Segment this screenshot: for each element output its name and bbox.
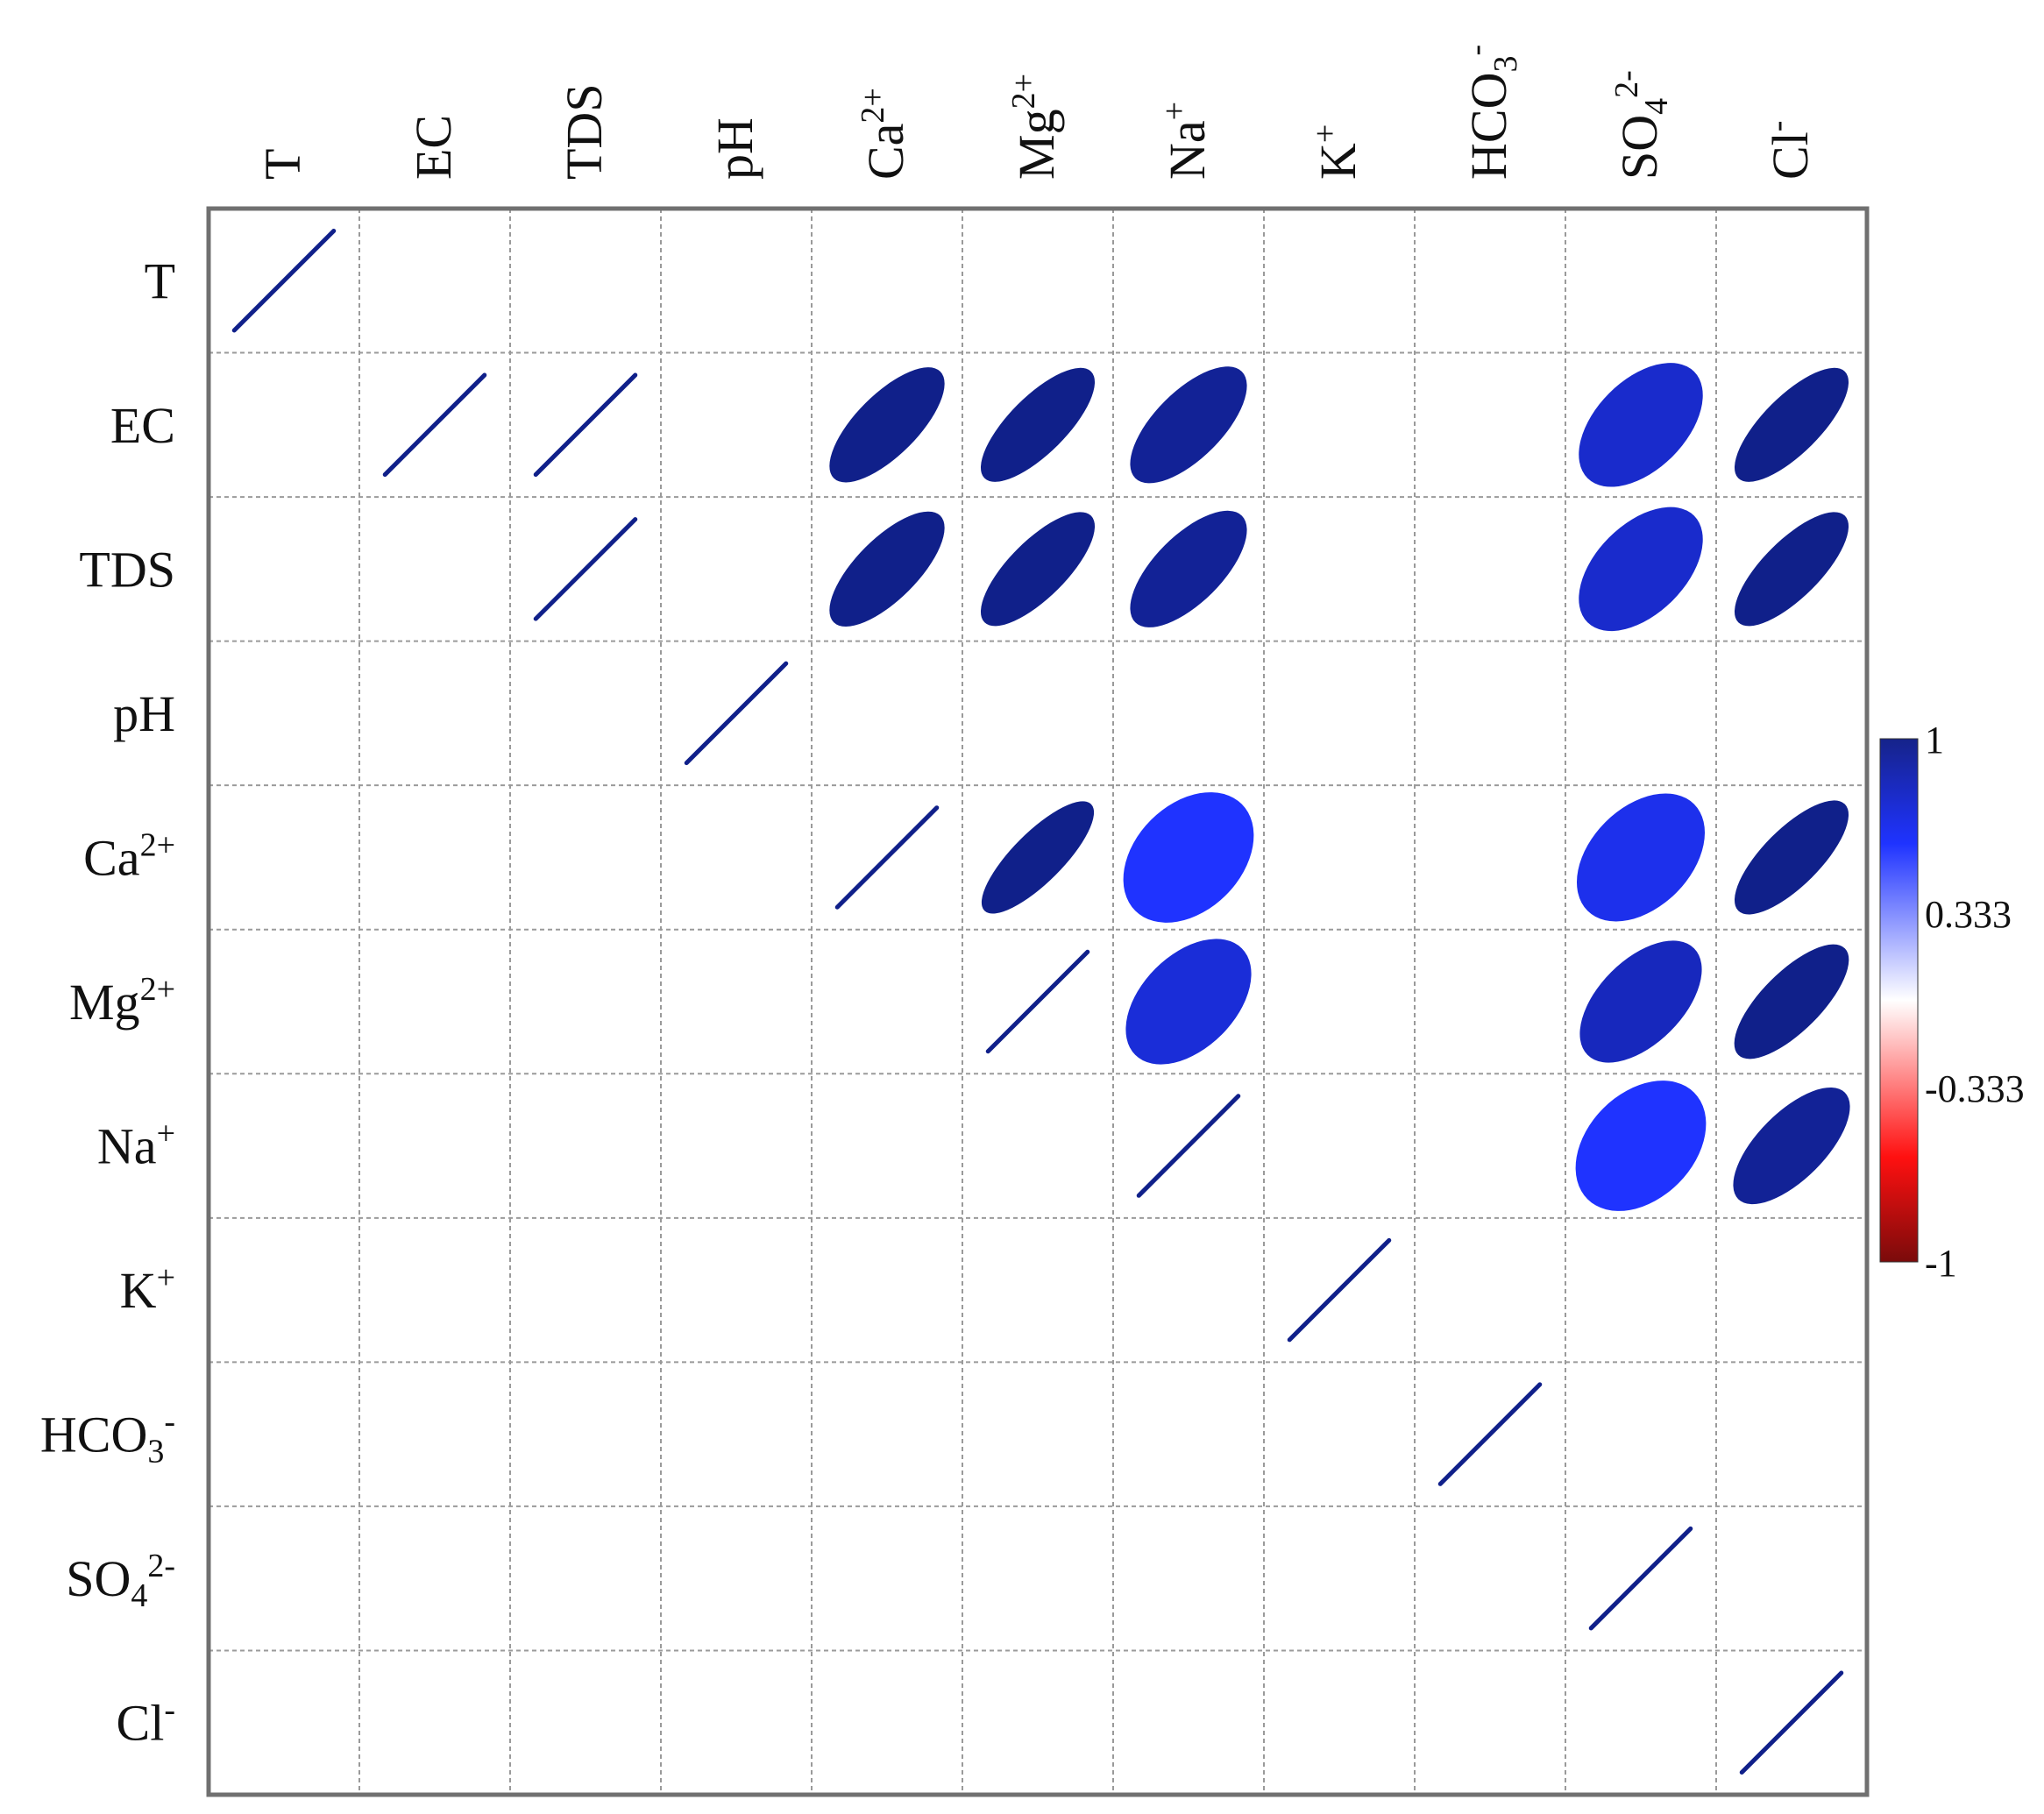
row-label-group: Cl- <box>117 1692 175 1752</box>
column-label-clm: Cl- <box>1759 121 1819 180</box>
cell-tds-clm <box>1734 512 1849 627</box>
cell-ca2p-ca2p <box>834 805 940 910</box>
column-label-group: HCO3- <box>1458 45 1524 180</box>
column-label-tds: TDS <box>556 83 613 180</box>
row-label-hco3m: HCO3- <box>40 1404 175 1470</box>
cell-ca2p-mg2p <box>981 801 1095 914</box>
row-label-group: T <box>145 252 175 309</box>
row-label-nap: Na+ <box>97 1116 175 1175</box>
row-label-so42m: SO42- <box>66 1548 175 1614</box>
cell-tds-nap <box>1130 510 1247 627</box>
cell-kp-kp <box>1287 1237 1392 1343</box>
row-label-group: EC <box>110 397 175 454</box>
row-labels: T EC TDS pH Ca2+ Mg2+ Na+ K+ HCO3- SO42- Cl- <box>40 252 175 1751</box>
column-label-hco3m: HCO3- <box>1458 45 1524 180</box>
cell-nap-nap <box>1136 1094 1241 1198</box>
row-label-tds: TDS <box>79 541 175 598</box>
cell-hco3m-hco3m <box>1437 1382 1543 1486</box>
column-label-group: K+ <box>1307 124 1366 180</box>
column-label-group: Ca2+ <box>855 88 914 180</box>
colorbar-tick-label: -0.333 <box>1925 1067 2025 1110</box>
column-label-group: Mg2+ <box>1005 74 1065 180</box>
row-label-ca2p: Ca2+ <box>83 826 175 886</box>
cell-tds-mg2p <box>980 512 1096 627</box>
row-label-ph: pH <box>113 685 175 742</box>
column-label-ca2p: Ca2+ <box>855 88 914 180</box>
column-label-ph: pH <box>706 117 763 180</box>
row-label-mg2p: Mg2+ <box>69 971 175 1031</box>
row-label-t: T <box>145 252 175 309</box>
row-label-group: Ca2+ <box>83 826 175 886</box>
column-label-group: Cl- <box>1759 121 1819 180</box>
cell-ec-clm <box>1734 367 1849 482</box>
row-label-clm: Cl- <box>117 1692 175 1752</box>
column-label-nap: Na+ <box>1156 102 1216 180</box>
column-label-mg2p: Mg2+ <box>1005 74 1065 180</box>
cell-mg2p-clm <box>1734 944 1849 1059</box>
cell-t-t <box>231 229 337 333</box>
column-label-group: EC <box>405 115 462 180</box>
plot-frame <box>206 206 1870 1797</box>
cell-mg2p-so42m <box>1579 940 1702 1063</box>
colorbar-tick-label: 0.333 <box>1925 893 2012 936</box>
cell-so42m-so42m <box>1588 1526 1693 1631</box>
column-label-group: SO42- <box>1608 70 1675 180</box>
cell-ec-ca2p <box>829 367 945 483</box>
cell-tds-so42m <box>1579 507 1703 632</box>
colorbar: 1 0.333 -0.333 -1 <box>1879 719 2025 1285</box>
column-label-t: T <box>254 149 311 180</box>
row-label-group: HCO3- <box>40 1404 175 1470</box>
cell-nap-clm <box>1733 1087 1850 1205</box>
cell-mg2p-nap <box>1125 939 1252 1065</box>
row-label-kp: K+ <box>120 1259 175 1319</box>
cell-tds-tds <box>533 517 638 621</box>
row-label-group: SO42- <box>66 1548 175 1614</box>
grid-lines <box>209 209 1867 1795</box>
column-label-group: Na+ <box>1156 102 1216 180</box>
column-label-ec: EC <box>405 115 462 180</box>
row-label-group: Na+ <box>97 1116 175 1175</box>
cell-ca2p-so42m <box>1577 793 1705 922</box>
cell-ec-tds <box>533 372 638 478</box>
row-label-ec: EC <box>110 397 175 454</box>
column-label-group: pH <box>706 117 763 180</box>
colorbar-tick-label: 1 <box>1925 719 1944 762</box>
cell-clm-clm <box>1739 1670 1844 1775</box>
cell-ec-so42m <box>1579 363 1703 487</box>
column-label-group: TDS <box>556 83 613 180</box>
row-label-group: TDS <box>79 541 175 598</box>
column-label-so42m: SO42- <box>1608 70 1675 180</box>
column-labels: T EC TDS pH Ca2+ Mg2+ Na+ K+ HCO3- SO42- Cl- <box>254 45 1819 180</box>
cell-ca2p-clm <box>1734 800 1849 915</box>
cell-ph-ph <box>684 661 789 766</box>
correlation-marks <box>231 229 1850 1775</box>
colorbar-tick-label: -1 <box>1925 1242 1957 1285</box>
cell-ca2p-nap <box>1123 792 1254 923</box>
cell-ec-mg2p <box>980 367 1096 482</box>
column-label-group: T <box>254 149 311 180</box>
colorbar-gradient <box>1879 738 1919 1263</box>
column-label-kp: K+ <box>1307 124 1366 180</box>
row-label-group: K+ <box>120 1259 175 1319</box>
cell-mg2p-mg2p <box>985 949 1090 1054</box>
cell-nap-so42m <box>1575 1081 1707 1211</box>
row-label-group: pH <box>113 685 175 742</box>
cell-tds-ca2p <box>829 511 945 627</box>
cell-ec-ec <box>382 372 487 478</box>
row-label-group: Mg2+ <box>69 971 175 1031</box>
cell-ec-nap <box>1130 366 1247 484</box>
